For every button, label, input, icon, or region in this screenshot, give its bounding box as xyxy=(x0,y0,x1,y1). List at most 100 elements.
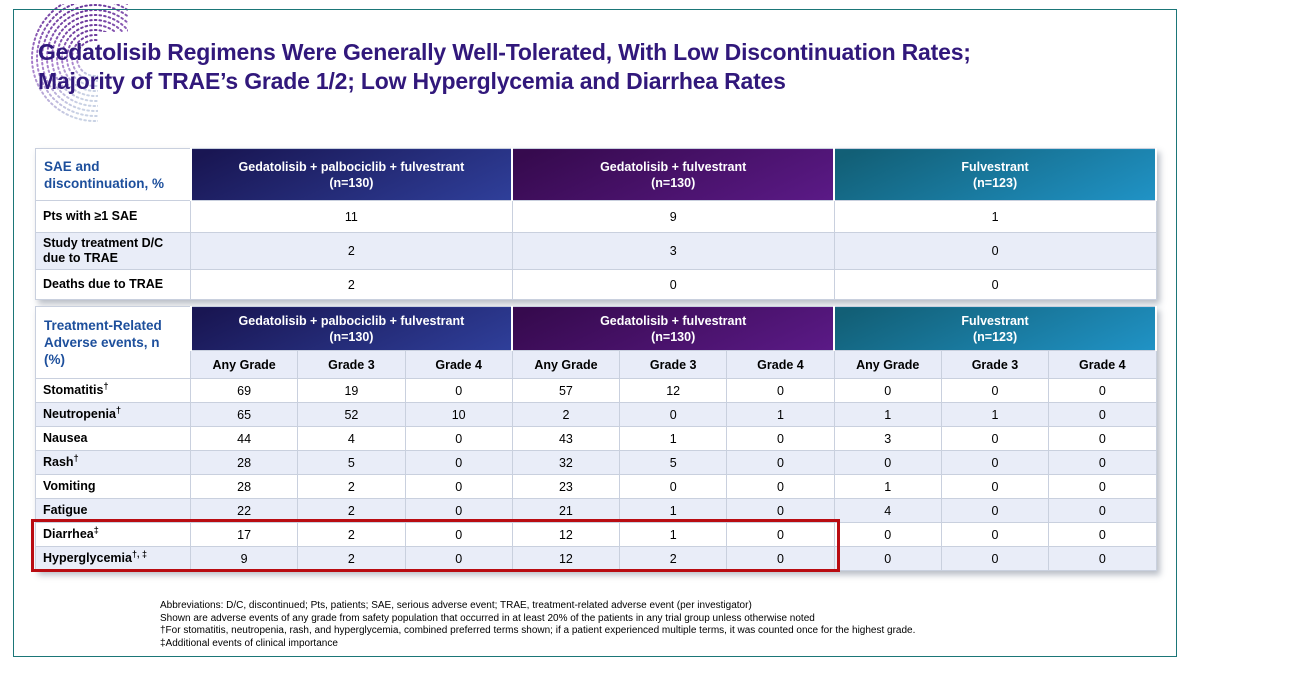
row-label-text: Diarrhea xyxy=(43,527,94,541)
grade-header-cell: Grade 4 xyxy=(404,350,513,379)
value-cell: 12 xyxy=(619,378,728,403)
table-row: Rash† 28 5 0 32 5 0 0 0 0 xyxy=(35,450,1157,475)
value-cell: 0 xyxy=(726,378,835,403)
value-cell: 0 xyxy=(833,269,1157,300)
row-label: Fatigue xyxy=(35,498,191,523)
value-cell: 0 xyxy=(511,269,835,300)
value-cell: 69 xyxy=(189,378,299,403)
value-cell: 0 xyxy=(940,426,1050,451)
value-cell: 0 xyxy=(404,378,513,403)
value-cell: 2 xyxy=(190,269,513,300)
value-cell: 32 xyxy=(511,450,621,475)
group-name: Gedatolisib + fulvestrant xyxy=(600,313,747,328)
row-label-text: Fatigue xyxy=(43,503,88,517)
value-cell: 57 xyxy=(511,378,621,403)
table-row: Study treatment D/C due to TRAE 2 3 0 xyxy=(35,232,1157,270)
value-cell: 52 xyxy=(297,402,406,427)
table-row: Fatigue 22 2 0 21 1 0 4 0 0 xyxy=(35,498,1157,523)
value-cell: 2 xyxy=(297,498,406,523)
sae-header-row: SAE and discontinuation, % Gedatolisib +… xyxy=(35,148,1157,201)
value-cell: 0 xyxy=(726,426,835,451)
value-cell: 1 xyxy=(833,200,1157,233)
value-cell: 22 xyxy=(189,498,299,523)
group-name: Gedatolisib + palbociclib + fulvestrant xyxy=(238,159,465,174)
value-cell: 0 xyxy=(1048,378,1157,403)
value-cell: 5 xyxy=(619,450,728,475)
table-row: Diarrhea‡ 17 2 0 12 1 0 0 0 0 xyxy=(35,522,1157,547)
value-cell: 0 xyxy=(404,450,513,475)
value-cell: 3 xyxy=(833,426,942,451)
row-label-footnote-mark: †, ‡ xyxy=(131,548,147,559)
row-label-text: Stomatitis xyxy=(43,383,104,397)
value-cell: 4 xyxy=(297,426,406,451)
value-cell: 43 xyxy=(511,426,621,451)
value-cell: 12 xyxy=(511,546,621,571)
value-cell: 0 xyxy=(833,232,1157,270)
row-label-footnote-mark: ‡ xyxy=(93,524,99,535)
value-cell: 0 xyxy=(404,498,513,523)
trae-header-row: Treatment-Related Adverse events, n (%) … xyxy=(35,306,1157,379)
row-label-footnote-mark: † xyxy=(103,380,109,391)
value-cell: 0 xyxy=(1048,426,1157,451)
row-label: Stomatitis† xyxy=(35,378,191,403)
group-header-cell: Gedatolisib + palbociclib + fulvestrant(… xyxy=(189,306,514,351)
value-cell: 1 xyxy=(833,474,942,499)
value-cell: 0 xyxy=(940,450,1050,475)
value-cell: 0 xyxy=(1048,450,1157,475)
grade-header-cell: Grade 3 xyxy=(297,350,406,379)
value-cell: 1 xyxy=(940,402,1050,427)
title-line-1: Gedatolisib Regimens Were Generally Well… xyxy=(38,39,971,65)
grade-header-cell: Any Grade xyxy=(189,350,299,379)
value-cell: 0 xyxy=(833,378,942,403)
slide-border xyxy=(13,9,1177,657)
value-cell: 0 xyxy=(1048,546,1157,571)
group-header-cell: Gedatolisib + fulvestrant (n=130) xyxy=(511,148,836,201)
table-row: Hyperglycemia†, ‡ 9 2 0 12 2 0 0 0 0 xyxy=(35,546,1157,571)
value-cell: 11 xyxy=(190,200,513,233)
value-cell: 0 xyxy=(833,522,942,547)
title-line-2: Majority of TRAE’s Grade 1/2; Low Hyperg… xyxy=(38,68,786,94)
value-cell: 0 xyxy=(940,378,1050,403)
value-cell: 5 xyxy=(297,450,406,475)
row-label: Pts with ≥1 SAE xyxy=(35,200,191,233)
dotted-spiral-logo-icon xyxy=(31,4,128,122)
grade-header-cell: Grade 3 xyxy=(619,350,728,379)
grade-header-cell: Any Grade xyxy=(511,350,621,379)
row-label: Neutropenia† xyxy=(35,402,191,427)
value-cell: 21 xyxy=(511,498,621,523)
group-name: Fulvestrant xyxy=(961,313,1029,328)
group-header-cell: Gedatolisib + palbociclib + fulvestrant(… xyxy=(189,148,514,201)
value-cell: 0 xyxy=(1048,498,1157,523)
row-label-footnote-mark: † xyxy=(73,452,79,463)
row-label-text: Vomiting xyxy=(43,479,96,493)
value-cell: 1 xyxy=(619,498,728,523)
value-cell: 0 xyxy=(940,546,1050,571)
group-header-cell: Gedatolisib + fulvestrant (n=130) xyxy=(511,306,836,351)
group-n: (n=123) xyxy=(972,329,1018,344)
value-cell: 10 xyxy=(404,402,513,427)
row-label: Rash† xyxy=(35,450,191,475)
value-cell: 0 xyxy=(833,450,942,475)
footnote-dagger: †For stomatitis, neutropenia, rash, and … xyxy=(160,625,916,636)
row-label: Hyperglycemia†, ‡ xyxy=(35,546,191,571)
row-label-text: Rash xyxy=(43,455,74,469)
value-cell: 0 xyxy=(619,402,728,427)
trae-corner-label: Treatment-Related Adverse events, n (%) xyxy=(35,306,191,379)
value-cell: 3 xyxy=(511,232,835,270)
row-label: Vomiting xyxy=(35,474,191,499)
footnote-shown: Shown are adverse events of any grade fr… xyxy=(160,612,815,624)
value-cell: 2 xyxy=(297,546,406,571)
value-cell: 2 xyxy=(297,522,406,547)
value-cell: 0 xyxy=(1048,402,1157,427)
value-cell: 28 xyxy=(189,450,299,475)
value-cell: 0 xyxy=(726,522,835,547)
group-n: (n=130) xyxy=(651,329,696,344)
table-row: Nausea 44 4 0 43 1 0 3 0 0 xyxy=(35,426,1157,451)
value-cell: 0 xyxy=(940,498,1050,523)
table-row: Pts with ≥1 SAE 11 9 1 xyxy=(35,200,1157,233)
value-cell: 0 xyxy=(726,450,835,475)
value-cell: 0 xyxy=(940,522,1050,547)
row-label-text: Nausea xyxy=(43,431,88,445)
value-cell: 0 xyxy=(726,498,835,523)
